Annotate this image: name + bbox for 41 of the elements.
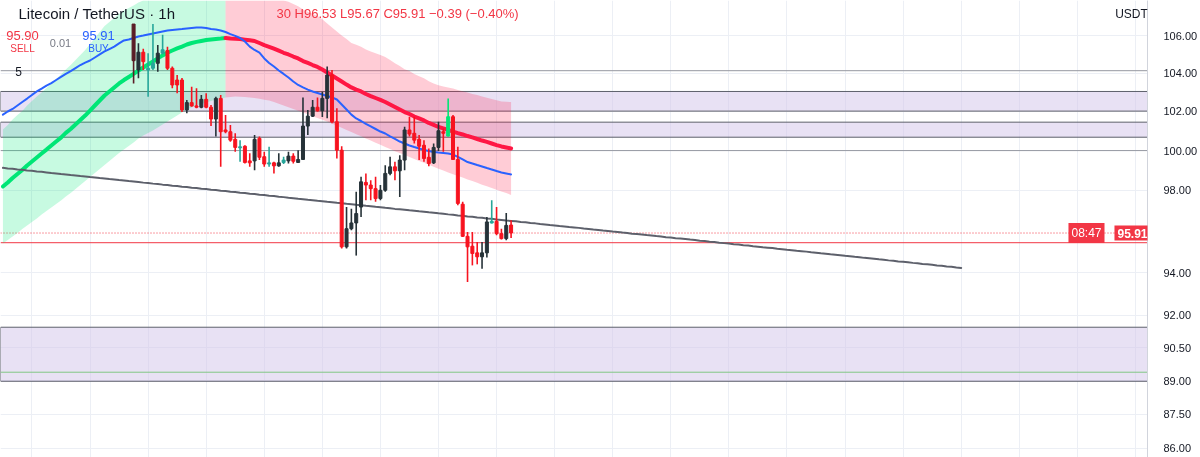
- annotation: 5: [15, 65, 23, 79]
- candlestick: [504, 212, 509, 242]
- annotation: 95.91: [82, 28, 115, 43]
- candlestick: [392, 160, 397, 182]
- annotation: 08:47: [1071, 226, 1102, 241]
- candlestick: [155, 44, 160, 73]
- candlestick: [489, 199, 494, 225]
- chart-subtitle: 30 H96.53 L95.67 C95.91 −0.39 (−0.40%): [276, 6, 519, 21]
- annotation: SELL: [10, 43, 36, 54]
- y-tick-label: 102.00: [1163, 105, 1198, 118]
- annotation: BUY: [88, 43, 110, 54]
- line-series: [1, 26, 513, 176]
- chart-title: Litecoin / TetherUS · 1h: [18, 5, 175, 22]
- candlestick: [141, 47, 146, 71]
- y-tick-label: 94.00: [1163, 266, 1192, 279]
- candlestick: [267, 146, 272, 168]
- y-tick-label: 106.00: [1163, 29, 1198, 42]
- y-tick-label: 92.00: [1163, 309, 1192, 322]
- candlestick: [136, 42, 141, 80]
- candlestick: [276, 152, 281, 168]
- y-tick-label: 89.00: [1163, 374, 1192, 387]
- line-series: [223, 35, 514, 151]
- candlestick: [373, 176, 378, 203]
- y-tick-label: 104.00: [1163, 67, 1198, 80]
- line-series: [1, 166, 963, 269]
- candlestick: [238, 139, 243, 163]
- candlestick: [252, 134, 257, 172]
- annotation: 0.01: [49, 36, 72, 49]
- annotation: USDT: [1115, 6, 1149, 21]
- y-tick-label: 98.00: [1163, 184, 1192, 197]
- candlestick: [441, 127, 446, 153]
- candlestick: [213, 95, 218, 138]
- y-tick-label: 90.50: [1163, 341, 1192, 354]
- annotation: 95.90: [6, 28, 39, 43]
- candlestick: [146, 52, 151, 98]
- candlestick: [150, 23, 155, 71]
- candlestick: [446, 97, 451, 138]
- y-tick-label: 86.00: [1163, 442, 1192, 455]
- ref-line-label: 95.91: [1117, 226, 1148, 241]
- y-tick-label: 100.00: [1163, 144, 1198, 157]
- y-tick-label: 87.50: [1163, 408, 1192, 421]
